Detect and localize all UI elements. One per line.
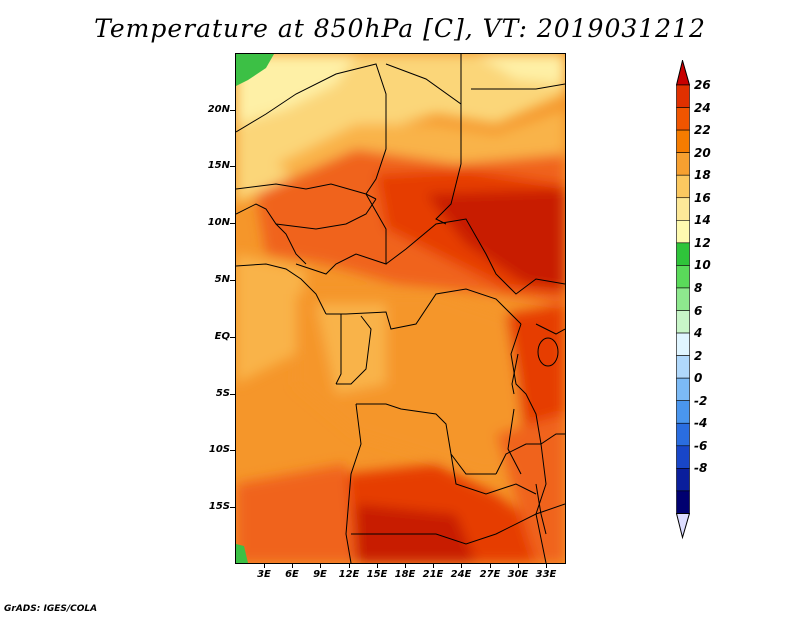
lat-tick — [230, 280, 235, 281]
colorbar-swatch — [676, 355, 690, 379]
colorbar-label: 4 — [694, 326, 703, 341]
lon-tick — [433, 563, 434, 568]
lake-tanganyika — [507, 408, 522, 475]
lon-tick — [377, 563, 378, 568]
country-borders — [236, 54, 565, 563]
colorbar-swatch — [676, 107, 690, 131]
lat-label: 15N — [207, 160, 230, 171]
colorbar-swatch — [676, 490, 690, 514]
lat-tick — [230, 166, 235, 167]
colorbar-label: 18 — [694, 168, 711, 183]
colorbar-swatch — [676, 377, 690, 401]
cool-region-sw — [236, 544, 248, 563]
lat-label: 5N — [214, 274, 230, 285]
colorbar-label: 0 — [694, 371, 703, 386]
colorbar-label: -4 — [694, 416, 708, 431]
lon-label: 27E — [479, 569, 501, 580]
colorbar-swatch — [676, 220, 690, 244]
colorbar-swatch — [676, 152, 690, 176]
colorbar-swatch — [676, 197, 690, 221]
colorbar-swatch — [676, 265, 690, 289]
colorbar-label: 22 — [694, 123, 711, 138]
colorbar-label: 2 — [694, 348, 703, 363]
colorbar-label: 10 — [694, 258, 711, 273]
colorbar-swatch — [676, 174, 690, 199]
colorbar-label: 24 — [694, 100, 711, 115]
lon-label: 33E — [535, 569, 557, 580]
cool-region-nw — [236, 54, 274, 86]
lon-label: 9E — [313, 569, 327, 580]
colorbar-swatch — [676, 422, 690, 447]
colorbar-max-arrow — [676, 60, 690, 86]
lat-label: 20N — [207, 104, 230, 115]
lon-label: 12E — [338, 569, 360, 580]
lon-label: 15E — [366, 569, 388, 580]
temperature-field — [236, 54, 565, 563]
lon-label: 3E — [257, 569, 271, 580]
colorbar-swatch — [676, 332, 690, 356]
lon-label: 18E — [394, 569, 416, 580]
lon-tick — [490, 563, 491, 568]
temperature-map — [235, 53, 566, 564]
lon-tick — [518, 563, 519, 568]
colorbar-swatch — [676, 310, 690, 334]
colorbar-label: 26 — [694, 78, 711, 92]
lake-victoria — [537, 337, 559, 367]
lat-tick — [230, 394, 235, 395]
colorbar-label: -6 — [694, 438, 708, 453]
lon-tick — [546, 563, 547, 568]
lon-tick — [405, 563, 406, 568]
lon-label: 21E — [422, 569, 444, 580]
colorbar-label: 20 — [694, 145, 711, 160]
map-canvas — [236, 54, 565, 563]
colorbar-label: -2 — [694, 393, 708, 408]
colorbar-swatch — [676, 445, 690, 469]
lat-label: 5S — [215, 388, 230, 399]
colorbar-label: 16 — [694, 190, 711, 205]
lat-tick — [230, 337, 235, 338]
colorbar-label: -8 — [694, 461, 708, 476]
lat-label: 10N — [207, 217, 230, 228]
colorbar-label: 14 — [694, 213, 711, 228]
colorbar-swatch — [676, 287, 690, 311]
chart-title: Temperature at 850hPa [C], VT: 201903121… — [94, 14, 706, 43]
lat-label: 15S — [208, 501, 230, 512]
lat-tick — [230, 507, 235, 508]
lat-label: 10S — [208, 444, 230, 455]
lon-label: 30E — [507, 569, 529, 580]
credit-text: GrADS: IGES/COLA — [4, 604, 98, 614]
lat-label: EQ — [214, 331, 230, 342]
colorbar-label: 8 — [694, 280, 703, 295]
colorbar-label: 6 — [694, 303, 703, 318]
colorbar-min-arrow — [676, 512, 690, 540]
lon-tick — [461, 563, 462, 568]
lat-tick — [230, 450, 235, 451]
colorbar-swatches — [676, 60, 690, 540]
lake-albert — [511, 353, 519, 395]
colorbar-swatch — [676, 129, 690, 153]
lat-tick — [230, 223, 235, 224]
lon-tick — [292, 563, 293, 568]
lake-malawi — [535, 483, 547, 535]
lon-tick — [349, 563, 350, 568]
lakes — [507, 337, 559, 535]
lon-label: 24E — [450, 569, 472, 580]
lon-tick — [264, 563, 265, 568]
colorbar-swatch — [676, 468, 690, 492]
colorbar-swatch — [676, 242, 690, 266]
lon-tick — [320, 563, 321, 568]
colorbar-label: 12 — [694, 235, 711, 250]
colorbar-swatch — [676, 84, 690, 108]
lon-label: 6E — [285, 569, 299, 580]
lat-tick — [230, 110, 235, 111]
colorbar-swatch — [676, 400, 690, 424]
